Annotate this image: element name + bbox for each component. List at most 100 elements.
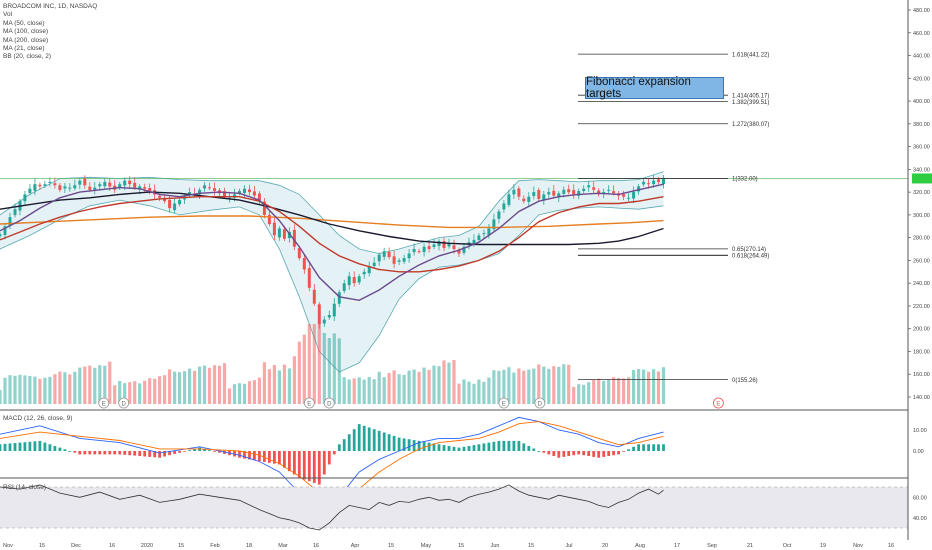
macd-histogram-bar xyxy=(597,451,601,458)
macd-histogram-bar xyxy=(23,442,27,451)
macd-histogram-bar xyxy=(467,446,471,451)
candle-body xyxy=(267,214,271,224)
candle-body xyxy=(557,193,561,198)
macd-histogram-bar xyxy=(203,448,206,451)
candle-body xyxy=(123,180,127,186)
price-tick-label: 260.00 xyxy=(913,258,930,264)
candle-body xyxy=(337,292,341,304)
time-tick-label: 15 xyxy=(178,543,184,549)
volume-bar xyxy=(507,367,511,404)
price-tick-label: 280.00 xyxy=(913,236,930,242)
candle-body xyxy=(382,251,386,257)
candle-body xyxy=(552,190,556,196)
time-tick-label: Nov xyxy=(3,543,13,549)
candle-body xyxy=(143,187,147,189)
volume-bar xyxy=(527,369,531,404)
macd-histogram-bar xyxy=(13,443,17,451)
volume-bar xyxy=(552,366,556,404)
macd-histogram-bar xyxy=(163,451,166,457)
candle-body xyxy=(58,185,62,190)
macd-histogram-bar xyxy=(602,451,606,457)
indicator-vol[interactable]: Vol xyxy=(3,11,13,19)
marker-label: D xyxy=(538,402,543,408)
volume-bar xyxy=(153,378,157,404)
candle-body xyxy=(502,203,506,210)
volume-bar xyxy=(632,370,636,404)
candle-body xyxy=(8,217,12,226)
indicator-ma200[interactable]: MA (200, close) xyxy=(3,36,49,44)
macd-histogram-bar xyxy=(143,451,147,457)
indicator-ma21[interactable]: MA (21, close) xyxy=(3,45,45,53)
fibonacci-annotation[interactable]: Fibonacci expansion targets xyxy=(585,76,724,100)
candle-body xyxy=(103,181,107,187)
macd-histogram-bar xyxy=(522,443,526,451)
macd-histogram-bar xyxy=(532,448,536,451)
candle-body xyxy=(312,289,316,304)
macd-histogram-bar xyxy=(592,451,596,457)
current-price-tag xyxy=(912,173,932,184)
macd-histogram-bar xyxy=(108,451,112,455)
volume-bar xyxy=(547,368,551,404)
candle-body xyxy=(158,195,162,198)
macd-histogram-bar xyxy=(502,440,506,451)
volume-bar xyxy=(437,366,441,404)
volume-bar xyxy=(178,372,182,404)
candle-body xyxy=(38,184,42,187)
volume-bar xyxy=(602,380,606,404)
indicator-ma100[interactable]: MA (100, close) xyxy=(3,28,49,36)
indicator-bb[interactable]: BB (20, close, 2) xyxy=(3,53,52,61)
macd-histogram-bar xyxy=(517,440,521,451)
volume-bar xyxy=(38,378,42,404)
macd-histogram-bar xyxy=(58,447,62,451)
volume-bar xyxy=(212,365,217,404)
volume-bar xyxy=(173,371,177,404)
volume-bar xyxy=(607,379,611,404)
volume-bar xyxy=(652,369,656,404)
volume-bar xyxy=(193,370,197,404)
candle-body xyxy=(462,246,466,253)
fib-level-label: 1.618(441.22) xyxy=(732,52,769,58)
volume-bar xyxy=(427,369,431,404)
earnings-marker xyxy=(498,397,510,409)
volume-bar xyxy=(68,374,72,404)
volume-bar xyxy=(422,367,426,404)
candle-body xyxy=(547,192,551,195)
candle-body xyxy=(477,235,481,240)
price-tick-label: 180.00 xyxy=(913,349,930,355)
volume-bar xyxy=(562,364,566,404)
indicator-ma50[interactable]: MA (50, close) xyxy=(3,19,45,27)
volume-bar xyxy=(622,378,626,404)
time-tick-label: 19 xyxy=(820,543,826,549)
rsi-label[interactable]: RSI (14, close) xyxy=(3,484,46,491)
price-pane[interactable]: 1.618(441.22) 1.414(405.17)1.382(399.51) 1… xyxy=(0,52,932,409)
volume-bar xyxy=(377,371,381,404)
macd-histogram-bar xyxy=(93,451,97,455)
volume-bar xyxy=(372,379,376,404)
macd-histogram-bar xyxy=(293,451,296,475)
candle-body xyxy=(637,186,641,192)
macd-histogram-bar xyxy=(557,451,561,458)
rsi-pane[interactable] xyxy=(0,484,908,531)
marker-label: D xyxy=(122,402,127,408)
candle-body xyxy=(527,196,531,202)
marker-label: D xyxy=(327,402,332,408)
macd-label[interactable]: MACD (12, 26, close, 9) xyxy=(3,415,73,422)
volume-bar xyxy=(472,383,476,404)
candle-body xyxy=(297,248,301,259)
candle-body xyxy=(13,209,17,216)
time-tick-label: 15 xyxy=(458,543,464,549)
volume-bar xyxy=(482,381,486,404)
marker-label: E xyxy=(307,402,311,408)
price-tick-label: 480.00 xyxy=(913,8,930,14)
candle-body xyxy=(322,319,326,324)
macd-pane[interactable] xyxy=(0,416,665,515)
volume-bar xyxy=(28,376,32,404)
candle-body xyxy=(98,184,102,187)
volume-bar xyxy=(397,374,401,404)
candle-body xyxy=(223,191,226,197)
time-tick-label: 16 xyxy=(109,543,115,549)
price-tick-label: 220.00 xyxy=(913,304,930,310)
candle-body xyxy=(302,258,306,270)
